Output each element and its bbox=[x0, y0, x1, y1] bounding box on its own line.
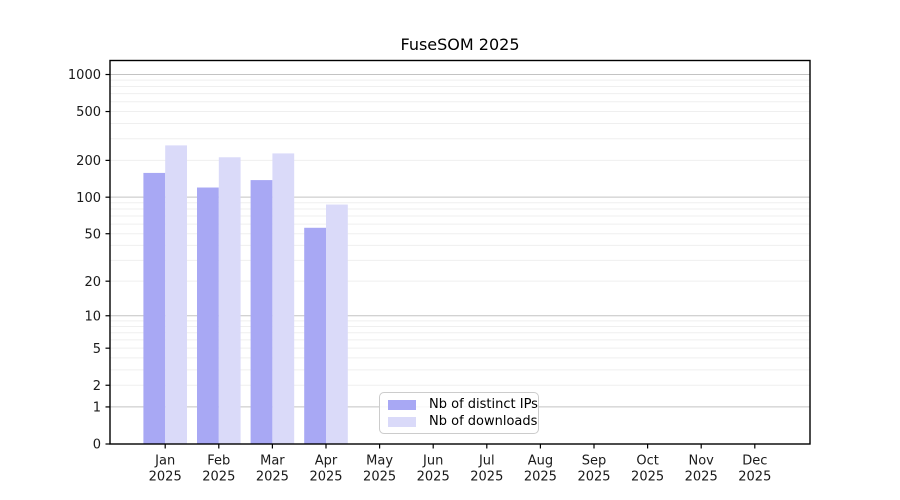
x-tick-label-year: 2025 bbox=[685, 470, 718, 485]
y-tick-label: 1000 bbox=[68, 68, 101, 83]
y-tick-label: 2 bbox=[93, 379, 101, 394]
y-tick-label: 5 bbox=[93, 342, 101, 357]
x-tick-label-year: 2025 bbox=[631, 470, 664, 485]
y-tick-label: 200 bbox=[76, 154, 101, 169]
x-tick-label-month: Sep bbox=[582, 454, 607, 469]
y-tick-label: 50 bbox=[84, 227, 101, 242]
x-tick-label-year: 2025 bbox=[524, 470, 557, 485]
legend-item-downloads: Nb of downloads bbox=[380, 414, 538, 429]
x-tick-label-month: Apr bbox=[315, 454, 338, 469]
y-tick-label: 20 bbox=[84, 275, 101, 290]
legend-swatch-downloads bbox=[388, 416, 416, 427]
bar-downloads-apr bbox=[326, 204, 348, 444]
x-tick-label-month: Jun bbox=[422, 454, 443, 469]
x-tick-label-month: Nov bbox=[689, 454, 715, 469]
y-tick-label: 500 bbox=[76, 105, 101, 120]
x-tick-label-year: 2025 bbox=[577, 470, 610, 485]
chart-title: FuseSOM 2025 bbox=[400, 35, 520, 54]
x-tick-label-month: Dec bbox=[742, 454, 767, 469]
legend-item-distinct-ips: Nb of distinct IPs bbox=[380, 397, 538, 412]
x-tick-label-year: 2025 bbox=[470, 470, 503, 485]
x-tick-label-year: 2025 bbox=[363, 470, 396, 485]
x-tick-label-month: Oct bbox=[636, 454, 658, 469]
x-tick-label-year: 2025 bbox=[149, 470, 182, 485]
bar-distinct-ips-apr bbox=[304, 227, 326, 444]
plot-border bbox=[109, 59, 811, 445]
legend-label-distinct-ips: Nb of distinct IPs bbox=[429, 397, 538, 412]
y-tick-label: 0 bbox=[93, 438, 101, 453]
bar-downloads-jan bbox=[165, 145, 187, 445]
bar-downloads-feb bbox=[218, 157, 241, 444]
x-tick-label-year: 2025 bbox=[309, 470, 342, 485]
x-tick-label-year: 2025 bbox=[256, 470, 289, 485]
bar-distinct-ips-jan bbox=[143, 172, 166, 445]
y-tick-label: 1 bbox=[93, 401, 101, 416]
x-tick-label-year: 2025 bbox=[738, 470, 771, 485]
legend-label-downloads: Nb of downloads bbox=[429, 414, 538, 429]
x-tick-label-month: Feb bbox=[207, 454, 230, 469]
legend: Nb of distinct IPs Nb of downloads bbox=[379, 392, 539, 434]
x-tick-label-year: 2025 bbox=[417, 470, 450, 485]
x-tick-label-month: Jul bbox=[478, 454, 495, 469]
y-tick-label: 100 bbox=[76, 191, 101, 206]
x-tick-label-month: Aug bbox=[528, 454, 553, 469]
x-tick-label-month: Jan bbox=[154, 454, 175, 469]
x-tick-label-month: Mar bbox=[260, 454, 285, 469]
x-tick-label-month: May bbox=[366, 454, 393, 469]
legend-swatch-distinct-ips bbox=[388, 399, 416, 410]
x-tick-label-year: 2025 bbox=[202, 470, 235, 485]
bar-downloads-mar bbox=[272, 153, 295, 444]
bar-distinct-ips-mar bbox=[250, 180, 273, 444]
bar-distinct-ips-feb bbox=[197, 187, 219, 445]
y-tick-label: 10 bbox=[84, 309, 101, 324]
